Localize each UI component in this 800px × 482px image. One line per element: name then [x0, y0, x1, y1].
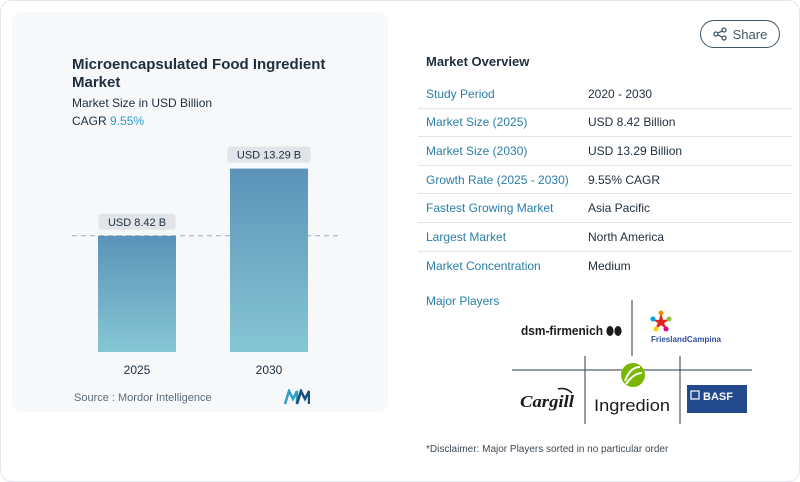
- overview-row-label: Largest Market: [426, 229, 507, 244]
- logo-frieslandcampina: FrieslandCampina: [642, 306, 748, 350]
- major-players-grid: dsm-firmenich FrieslandCampina Cargill: [512, 300, 752, 424]
- chart-card: Microencapsulated Food Ingredient Market…: [12, 12, 388, 412]
- cagr-value: 9.55%: [110, 114, 145, 128]
- overview-row-value: USD 13.29 Billion: [588, 143, 683, 158]
- svg-text:dsm-firmenich: dsm-firmenich: [521, 323, 603, 338]
- value-label: USD 13.29 B: [237, 150, 301, 162]
- overview-row: Market Size (2025) USD 8.42 Billion: [418, 109, 792, 138]
- share-button[interactable]: Share: [700, 20, 780, 48]
- overview-row-value: Asia Pacific: [588, 201, 651, 216]
- overview-row-value: North America: [588, 229, 665, 244]
- overview-row-value: Medium: [588, 258, 631, 273]
- market-overview-table: Study Period 2020 - 2030 Market Size (2025…: [418, 80, 792, 280]
- bar-2025: [98, 235, 176, 352]
- svg-text:Cargill: Cargill: [520, 392, 574, 411]
- overview-row-label: Market Size (2025): [426, 115, 528, 130]
- bar-2030: [230, 168, 308, 352]
- overview-row: Fastest Growing Market Asia Pacific: [418, 194, 792, 223]
- overview-row: Study Period 2020 - 2030: [418, 80, 792, 109]
- overview-row: Market Size (2030) USD 13.29 Billion: [418, 137, 792, 166]
- overview-row-label: Market Concentration: [426, 258, 541, 273]
- category-label: 2030: [256, 363, 283, 377]
- chart-subtitle: Market Size in USD Billion: [72, 96, 213, 110]
- overview-row-value: USD 8.42 Billion: [588, 115, 676, 130]
- disclaimer-text: *Disclaimer: Major Players sorted in no …: [426, 444, 669, 455]
- overview-row-value: 9.55% CAGR: [588, 172, 661, 187]
- major-players-title: Major Players: [426, 294, 500, 308]
- cagr-label: CAGR: [72, 114, 107, 128]
- source-text: Source : Mordor Intelligence: [74, 392, 212, 404]
- share-label: Share: [732, 26, 768, 42]
- value-label-bg: [227, 146, 311, 163]
- svg-text:FrieslandCampina: FrieslandCampina: [651, 335, 722, 344]
- overview-row-label: Market Size (2030): [426, 143, 528, 158]
- logo-dsm-firmenich: dsm-firmenich: [518, 314, 628, 348]
- overview-row-label: Growth Rate (2025 - 2030): [426, 172, 569, 187]
- mordor-intelligence-logo: [284, 389, 310, 405]
- overview-row-label: Fastest Growing Market: [426, 201, 554, 216]
- logo-ingredion: Ingredion: [590, 358, 676, 422]
- market-overview-title: Market Overview: [426, 54, 530, 69]
- overview-row-value: 2020 - 2030: [588, 86, 653, 101]
- chart-title: Microencapsulated Food Ingredient Market: [72, 56, 326, 91]
- svg-text:BASF: BASF: [703, 391, 733, 403]
- logo-basf: BASF: [686, 384, 748, 414]
- value-label-bg: [98, 213, 176, 230]
- cagr-line: CAGR 9.55%: [72, 114, 144, 128]
- overview-row: Growth Rate (2025 - 2030) 9.55% CAGR: [418, 166, 792, 195]
- overview-row: Largest Market North America: [418, 223, 792, 252]
- svg-text:Ingredion: Ingredion: [594, 396, 670, 415]
- logo-cargill: Cargill: [516, 380, 582, 420]
- overview-row: Market Concentration Medium: [418, 252, 792, 281]
- category-label: 2025: [124, 363, 151, 377]
- value-label: USD 8.42 B: [108, 217, 166, 229]
- bar-chart: USD 8.42 B 2025 USD 13.29 B 2030: [72, 146, 338, 377]
- overview-row-label: Study Period: [426, 86, 495, 101]
- share-icon: [712, 27, 727, 41]
